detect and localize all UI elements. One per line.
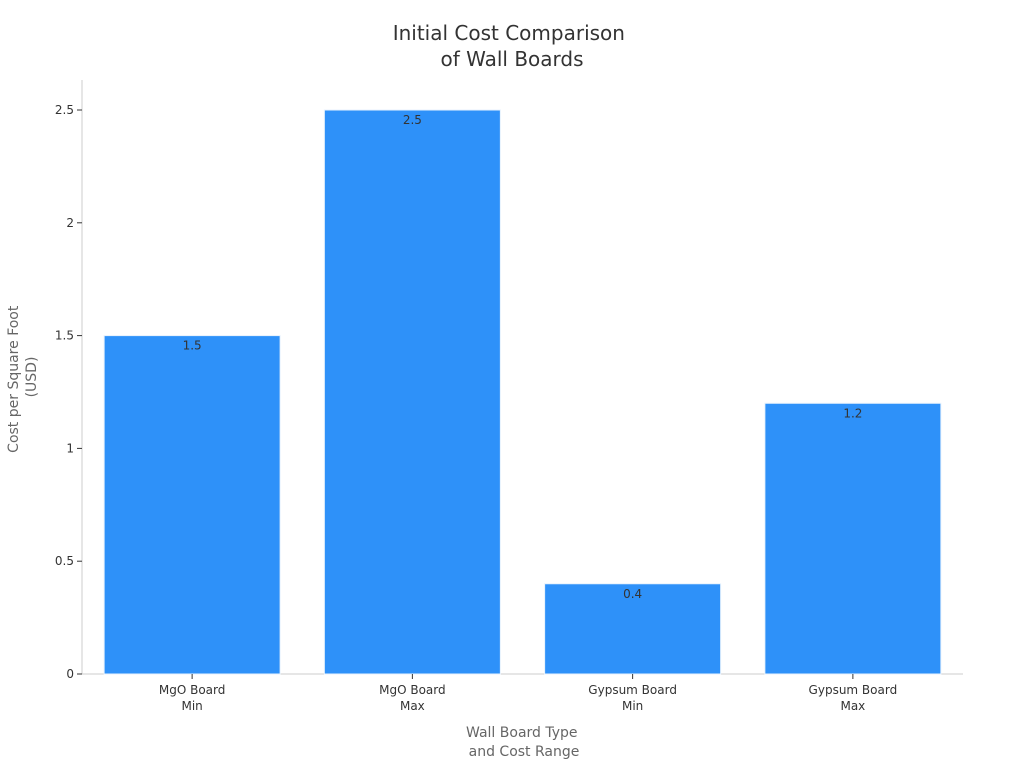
- chart-title-line-1: Initial Cost Comparison: [393, 21, 625, 45]
- chart-title-line-2: of Wall Boards: [440, 47, 583, 71]
- x-tick-label-line: MgO Board: [159, 683, 226, 697]
- y-axis-title: Cost per Square Foot (USD): [6, 301, 40, 453]
- x-tick-label-line: Min: [622, 699, 643, 713]
- bar-value-label: 1.5: [183, 339, 202, 353]
- bar: [103, 335, 281, 675]
- y-tick-label: 2: [66, 216, 74, 230]
- y-axis-title-line-2: (USD): [24, 357, 40, 398]
- x-tick-label-line: Min: [181, 699, 202, 713]
- y-tick-label: 0: [66, 667, 74, 681]
- bar: [323, 109, 501, 675]
- y-tick-label: 1: [66, 441, 74, 455]
- chart-title: Initial Cost Comparison of Wall Boards: [393, 21, 632, 71]
- x-axis-title-line-1: Wall Board Type: [466, 725, 578, 741]
- bar-value-label: 1.2: [843, 406, 862, 420]
- x-tick-label: Gypsum Board Min: [588, 683, 677, 713]
- x-tick-label-line: Max: [400, 699, 425, 713]
- y-tick-label: 0.5: [55, 554, 74, 568]
- bar: [764, 402, 942, 675]
- bar-value-label: 0.4: [623, 587, 642, 601]
- x-tick-label-line: Max: [840, 699, 865, 713]
- y-axis-title-line-1: Cost per Square Foot: [6, 305, 22, 453]
- x-axis-title: Wall Board Type and Cost Range: [466, 725, 582, 760]
- x-tick-label-line: Gypsum Board: [588, 683, 677, 697]
- x-tick-label: Gypsum Board Max: [809, 683, 898, 713]
- y-tick-label: 1.5: [55, 329, 74, 343]
- x-axis-title-line-2: and Cost Range: [469, 744, 580, 760]
- x-tick-label-line: MgO Board: [379, 683, 446, 697]
- x-tick-label: MgO Board Min: [159, 683, 226, 713]
- y-tick-label: 2.5: [55, 103, 74, 117]
- x-tick-label-line: Gypsum Board: [809, 683, 898, 697]
- x-tick-label: MgO Board Max: [379, 683, 446, 713]
- bar-value-label: 2.5: [403, 113, 422, 127]
- bar: [544, 583, 722, 675]
